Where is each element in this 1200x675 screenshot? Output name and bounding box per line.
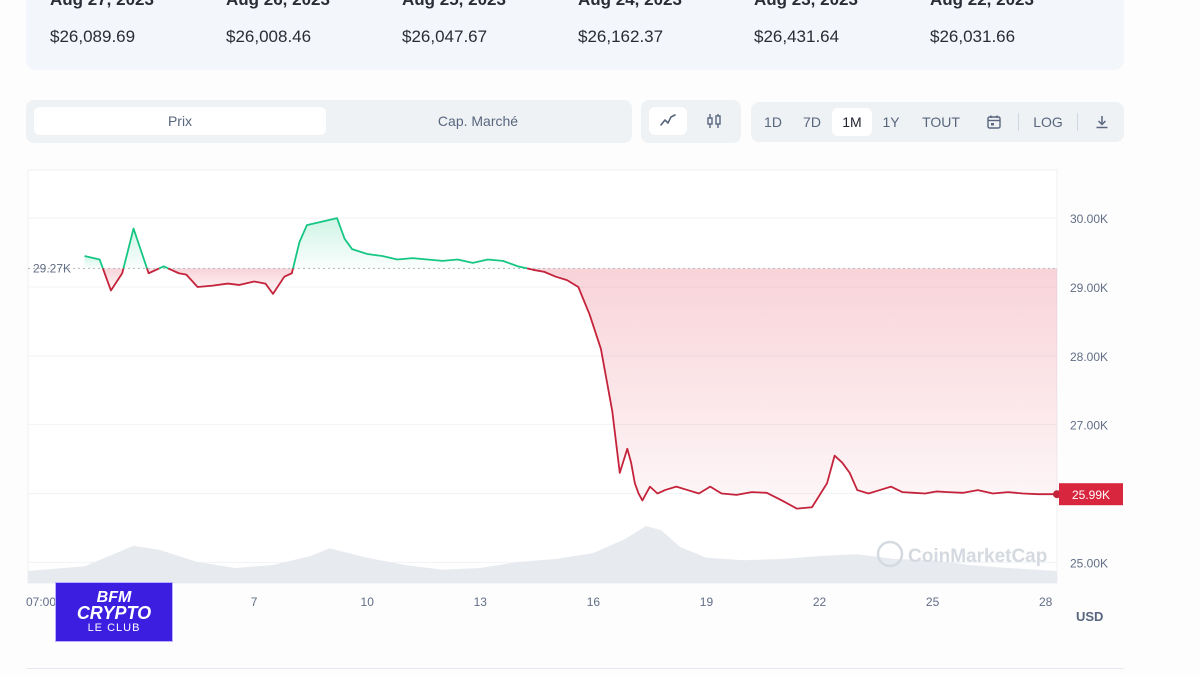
range-7d[interactable]: 7D (803, 114, 821, 130)
area-below-reference (168, 268, 294, 294)
calendar-icon (987, 115, 1001, 129)
y-tick-label: 30.00K (1070, 212, 1108, 226)
line-chart-icon (660, 114, 676, 126)
historical-date: Aug 25, 2023 (402, 0, 506, 10)
y-tick-label: 28.00K (1070, 350, 1108, 364)
historical-price: $26,031.66 (930, 27, 1016, 46)
candlestick-chart-button[interactable] (695, 107, 733, 135)
price-line-up (292, 217, 528, 270)
currency-label: USD (1076, 609, 1103, 624)
x-tick-label: 16 (587, 595, 601, 609)
area-above-reference (84, 256, 103, 269)
historical-price: $26,008.46 (226, 27, 312, 46)
price-chart-svg[interactable]: 30.00K29.00K28.00K27.00K26.00K25.00K29.2… (0, 160, 1200, 675)
coinmarketcap-logo-icon (876, 540, 904, 568)
price-line-up (122, 227, 148, 269)
line-chart-button[interactable] (649, 107, 687, 135)
current-price-tag (1059, 483, 1123, 506)
price-line-down (102, 268, 125, 292)
candlestick-icon (707, 114, 721, 128)
price-line-down (526, 267, 1057, 510)
historical-price: $26,047.67 (402, 27, 488, 46)
log-scale-button[interactable]: LOG (1033, 114, 1063, 130)
price-line-down (146, 267, 160, 275)
x-tick-label: 28 (1039, 595, 1053, 609)
x-tick-label: 07:00 (26, 595, 56, 609)
x-tick-label: 19 (700, 595, 714, 609)
area-above-reference (123, 228, 147, 269)
range-1y[interactable]: 1Y (882, 114, 900, 130)
range-all[interactable]: TOUT (922, 114, 960, 130)
historical-date: Aug 26, 2023 (226, 0, 330, 10)
divider (1018, 113, 1019, 131)
price-line-up (158, 265, 169, 270)
x-tick-label: 10 (361, 595, 375, 609)
reference-label: 29.27K (33, 261, 71, 275)
chart-metric-toggle: Prix Cap. Marché (26, 100, 632, 143)
volume-area (28, 526, 1057, 583)
tab-price[interactable]: Prix (34, 107, 326, 135)
tab-market-cap[interactable]: Cap. Marché (437, 113, 519, 129)
area-above-reference (293, 218, 528, 269)
area-below-reference (102, 268, 124, 291)
x-tick-label: 22 (813, 595, 827, 609)
historical-date: Aug 24, 2023 (578, 0, 682, 10)
download-icon (1096, 116, 1108, 129)
watermark: CoinMarketCap (908, 546, 1047, 567)
divider (1077, 113, 1078, 131)
time-range-selector: 1D 7D 1M 1Y TOUT LOG (751, 102, 1124, 142)
historical-price: $26,162.37 (578, 27, 664, 46)
price-line-up (84, 255, 104, 269)
historical-price: $26,089.69 (50, 27, 136, 46)
current-price-label: 25.99K (1072, 488, 1110, 502)
area-below-reference (527, 268, 1057, 509)
y-tick-label: 27.00K (1070, 419, 1108, 433)
historical-date: Aug 23, 2023 (754, 0, 858, 10)
historical-prices-panel: Aug 27, 2023 $26,089.69 Aug 26, 2023 $26… (26, 0, 1124, 70)
range-1d[interactable]: 1D (764, 114, 782, 130)
bfm-crypto-logo: BFM CRYPTO LE CLUB (55, 582, 173, 642)
download-button[interactable] (1087, 108, 1117, 136)
historical-date: Aug 27, 2023 (50, 0, 154, 10)
historical-price: $26,431.64 (754, 27, 840, 46)
y-tick-label: 29.00K (1070, 281, 1108, 295)
y-tick-label: 25.00K (1070, 556, 1108, 570)
price-line-down (167, 267, 294, 295)
x-tick-label: 13 (474, 595, 488, 609)
price-chart[interactable]: 30.00K29.00K28.00K27.00K26.00K25.00K29.2… (0, 160, 1200, 675)
range-1m[interactable]: 1M (832, 108, 872, 136)
historical-date: Aug 22, 2023 (930, 0, 1034, 10)
x-tick-label: 7 (251, 595, 258, 609)
x-tick-label: 25 (926, 595, 940, 609)
date-range-button[interactable] (979, 108, 1009, 136)
chart-type-toggle (641, 100, 741, 143)
divider (26, 668, 1124, 669)
